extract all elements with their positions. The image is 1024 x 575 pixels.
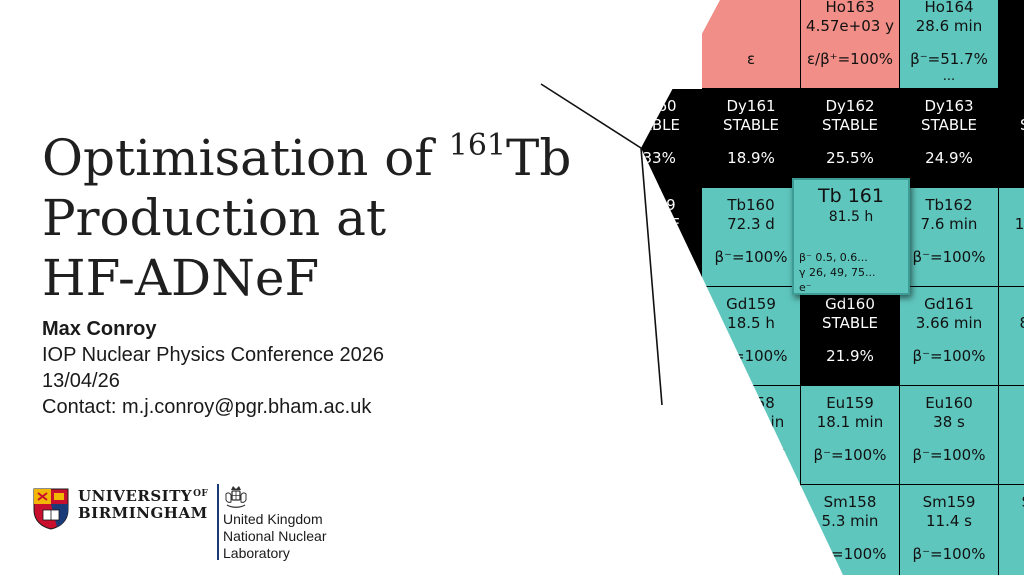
ukn-line-3: Laboratory xyxy=(223,545,290,561)
uob-line-1: UNIVERSITY xyxy=(78,487,193,505)
title-line-3: HF-ADNeF xyxy=(42,249,320,307)
nuclide-half-life: 38 s xyxy=(933,413,965,431)
nuclide-abundance: 25.5% xyxy=(826,149,874,167)
contact-email: Contact: m.j.conroy@pgr.bham.ac.uk xyxy=(42,396,372,418)
nuclide-cell-tb160: Tb160 72.3 d β⁻=100% xyxy=(702,188,801,287)
guide-line-upper xyxy=(540,83,642,149)
nuclide-half-life: 72.3 d xyxy=(727,215,775,233)
tb161-gamma-energies: γ 26, 49, 75... xyxy=(799,266,876,279)
title-element: Tb xyxy=(506,129,572,187)
title-line-1: Optimisation of 161Tb xyxy=(42,128,602,188)
title-mass-number: 161 xyxy=(448,128,507,163)
nuclide-name: Dy162 xyxy=(825,97,875,115)
university-crest-icon xyxy=(33,488,69,530)
uob-of: OF xyxy=(193,489,209,499)
nuclide-more: ... xyxy=(942,69,956,84)
nuclide-abundance: 24.9% xyxy=(925,149,973,167)
nuclide-half-life: 18.5 h xyxy=(727,314,775,332)
nuclide-cell-sm160: Sm160 xyxy=(999,485,1024,575)
nuclide-partial: ε xyxy=(746,50,756,68)
nuclide-cell-ho164: Ho164 28.6 min β⁻=51.7%... xyxy=(900,0,999,89)
nuclide-decay-mode: β⁻=100% xyxy=(813,446,887,464)
nuclide-stability: STABLE xyxy=(822,314,878,332)
nuclide-half-life: 4.57e+03 y xyxy=(806,17,894,35)
title-line-2: Production at xyxy=(42,189,387,247)
tb161-half-life: 81.5 h xyxy=(828,209,874,225)
nuclide-half-life: 19.5 min xyxy=(1014,215,1024,233)
nuclide-decay-mode: ε/β⁺=100% xyxy=(806,50,894,68)
nuclide-name: Ho164 xyxy=(924,0,974,16)
nuclide-stability: STABLE xyxy=(999,116,1024,135)
tb161-beta-energies: β⁻ 0.5, 0.6... xyxy=(799,251,868,264)
nuclide-abundance: 18.9% xyxy=(727,149,775,167)
nuclide-cell-dy163: Dy163 STABLE 24.9% xyxy=(900,89,999,188)
nuclide-decay-mode: β⁻=100% xyxy=(714,248,788,266)
nuclide-cell-dy162: Dy162 STABLE 25.5% xyxy=(801,89,900,188)
nuclide-cell-dy164: Dy164STABLE xyxy=(999,89,1024,188)
nuclide-abundance: 2.33% xyxy=(628,149,676,167)
ukn-line-2: National Nuclear xyxy=(223,528,327,544)
nuclide-name: Eu160 xyxy=(925,394,973,412)
title-prefix: Optimisation of xyxy=(42,129,449,187)
nuclide-name: Eu159 xyxy=(826,394,874,412)
author-name: Max Conroy xyxy=(42,318,157,340)
nuclide-name: Sm159 xyxy=(922,493,976,511)
nuclide-decay-mode: β⁻=100% xyxy=(912,446,986,464)
logo-divider xyxy=(217,484,219,560)
tb161-highlight-cell: Tb 161 81.5 h β⁻ 0.5, 0.6... γ 26, 49, 7… xyxy=(792,178,910,295)
nuclide-cell-gd161: Gd161 3.66 min β⁻=100% xyxy=(900,287,999,386)
nuclide-decay-mode: β⁻=100% xyxy=(912,248,986,266)
nuclide-decay-mode: β⁻=51.7% xyxy=(910,50,988,68)
nuclide-cell-sm159: Sm159 11.4 s β⁻=100% xyxy=(900,485,999,575)
ukn-laboratory-logo: United Kingdom National Nuclear Laborato… xyxy=(223,511,327,562)
nuclide-cell-gd160: Gd160 STABLE 21.9% xyxy=(801,287,900,386)
nuclide-cell-ho163: Ho163 4.57e+03 y ε/β⁺=100% xyxy=(801,0,900,89)
conference-name: IOP Nuclear Physics Conference 2026 xyxy=(42,344,385,366)
nuclide-half-life: 5.3 min xyxy=(821,512,879,530)
nuclide-cell-ho165: S xyxy=(999,0,1024,89)
nuclide-name: Gd159 xyxy=(726,295,776,313)
nuclide-name: Gd160 xyxy=(825,295,875,313)
nuclide-decay-mode: β⁻=100% xyxy=(912,545,986,563)
nuclide-name: Tb162 xyxy=(925,196,973,214)
nuclide-name: Sm160 xyxy=(999,493,1024,512)
nuclide-name: Sm158 xyxy=(823,493,877,511)
slide-title: Optimisation of 161Tb Production at HF-A… xyxy=(42,128,602,308)
nuclide-name: Tb160 xyxy=(727,196,775,214)
tb161-name: Tb 161 xyxy=(818,185,884,207)
nuclide-cell-tb163: Tb16319.5 min xyxy=(999,188,1024,287)
nuclide-cell-eu159: Eu159 18.1 min β⁻=100% xyxy=(801,386,900,485)
nuclide-name: Gd161 xyxy=(924,295,974,313)
nuclide-half-life: 11.4 s xyxy=(926,512,972,530)
nuclide-stability: STABLE xyxy=(822,116,878,134)
nuclide-decay-mode: β⁻=100% xyxy=(912,347,986,365)
nuclide-stability: STABLE xyxy=(723,116,779,134)
nuclide-cell-dy161: Dy161 STABLE 18.9% xyxy=(702,89,801,188)
nuclide-abundance: 21.9% xyxy=(826,347,874,365)
uob-line-2: BIRMINGHAM xyxy=(78,504,208,522)
nuclide-half-life: 18.1 min xyxy=(816,413,884,431)
nuclide-half-life: 7.6 min xyxy=(920,215,978,233)
guide-line-lower xyxy=(640,147,663,406)
presentation-date: 13/04/26 xyxy=(42,370,120,392)
ukn-line-1: United Kingdom xyxy=(223,511,323,527)
tb161-electron: e⁻ xyxy=(799,281,812,294)
nuclide-name: Ho163 xyxy=(825,0,875,16)
nuclide-name: Dy163 xyxy=(924,97,974,115)
nuclide-cell-eu161: Eu161 xyxy=(999,386,1024,485)
nuclide-half-life: 3.66 min xyxy=(915,314,983,332)
nuclide-half-life: 28.6 min xyxy=(915,17,983,35)
nuclide-cell-eu160: Eu160 38 s β⁻=100% xyxy=(900,386,999,485)
nuclide-name: Dy161 xyxy=(726,97,776,115)
nuclide-cell-gd162: Gd1628.4 min xyxy=(999,287,1024,386)
nuclide-cell-tb162: Tb162 7.6 min β⁻=100% xyxy=(900,188,999,287)
university-of-birmingham-logo: UNIVERSITYOF BIRMINGHAM xyxy=(78,486,208,522)
nuclide-half-life: 8.4 min xyxy=(999,314,1024,333)
royal-crest-icon xyxy=(225,486,247,508)
nuclide-cell-ho162: ε xyxy=(702,0,801,89)
nuclide-stability: STABLE xyxy=(921,116,977,134)
